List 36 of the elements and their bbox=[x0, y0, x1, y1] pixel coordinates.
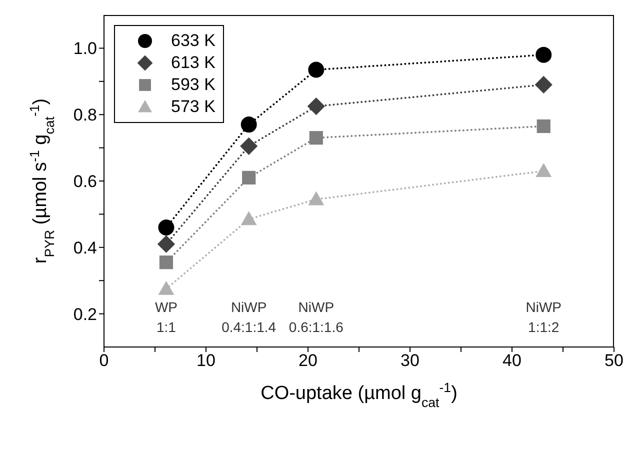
point bbox=[240, 116, 257, 133]
point bbox=[536, 163, 552, 178]
point bbox=[240, 211, 257, 226]
point bbox=[157, 235, 176, 253]
x-axis-title: CO-uptake (µmol g$_{cat}$$^{-1}$) bbox=[260, 380, 458, 410]
annotation: WP 1:1 bbox=[154, 298, 178, 335]
y-tick-label: 0.6 bbox=[73, 172, 97, 192]
point bbox=[158, 219, 174, 236]
point bbox=[240, 137, 258, 155]
point bbox=[534, 76, 552, 94]
x-tick-label: 30 bbox=[400, 351, 420, 370]
x-tick-label: 20 bbox=[298, 351, 318, 370]
x-tick-label: 50 bbox=[604, 351, 624, 370]
point bbox=[536, 119, 550, 134]
legend-label: 633 K bbox=[171, 31, 216, 51]
annotation: NiWP 1:1:2 bbox=[526, 298, 562, 335]
x-tick-label: 0 bbox=[99, 351, 109, 370]
point bbox=[159, 256, 174, 270]
annotation: NiWP 0.6:1:1.6 bbox=[288, 298, 344, 335]
x-tick-label: 40 bbox=[502, 351, 522, 370]
y-tick-label: 0.2 bbox=[73, 304, 97, 324]
y-tick-label: 1.0 bbox=[73, 39, 97, 58]
y-tick-label: 0.4 bbox=[73, 238, 97, 258]
point bbox=[158, 280, 174, 295]
legend-label: 573 K bbox=[171, 97, 216, 117]
legend-label: 613 K bbox=[171, 53, 216, 73]
annotation: NiWP 0.4:1:1.4 bbox=[222, 298, 276, 335]
point bbox=[536, 46, 552, 63]
point bbox=[309, 131, 323, 145]
x-tick-label: 10 bbox=[196, 351, 216, 370]
point bbox=[307, 98, 325, 116]
point bbox=[308, 191, 324, 206]
point bbox=[308, 62, 324, 78]
point bbox=[242, 170, 256, 184]
legend-label: 593 K bbox=[171, 75, 216, 95]
y-tick-label: 0.8 bbox=[73, 106, 97, 125]
